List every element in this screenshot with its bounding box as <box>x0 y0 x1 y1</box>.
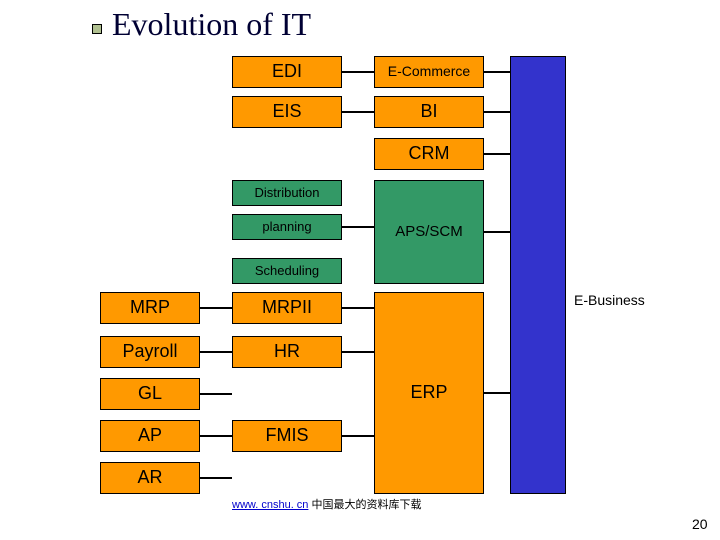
box-payroll: Payroll <box>100 336 200 368</box>
box-ar: AR <box>100 462 200 494</box>
box-planning: planning <box>232 214 342 240</box>
connector <box>342 435 374 437</box>
connector <box>200 477 232 479</box>
box-crm: CRM <box>374 138 484 170</box>
connector <box>342 226 374 228</box>
box-ap: AP <box>100 420 200 452</box>
connector <box>484 392 510 394</box>
page-number: 20 <box>692 516 708 532</box>
connector <box>484 111 510 113</box>
box-mrp: MRP <box>100 292 200 324</box>
connector <box>484 71 510 73</box>
connector <box>200 307 232 309</box>
connector <box>342 71 374 73</box>
box-mrpii: MRPII <box>232 292 342 324</box>
box-scheduling: Scheduling <box>232 258 342 284</box>
footer-link[interactable]: www. cnshu. cn <box>232 499 308 511</box>
connector <box>342 307 374 309</box>
connector <box>200 435 232 437</box>
box-fmis: FMIS <box>232 420 342 452</box>
connector <box>200 351 232 353</box>
page-title: Evolution of IT <box>112 6 311 43</box>
connector <box>342 111 374 113</box>
connector <box>200 393 232 395</box>
connector <box>484 153 510 155</box>
box-ecommerce: E-Commerce <box>374 56 484 88</box>
box-ebusiness-bar <box>510 56 566 494</box>
footer-credit: www. cnshu. cn 中国最大的资料库下载 <box>232 496 421 512</box>
connector <box>484 231 510 233</box>
box-edi: EDI <box>232 56 342 88</box>
box-gl: GL <box>100 378 200 410</box>
box-erp: ERP <box>374 292 484 494</box>
title-bullet <box>92 24 102 34</box>
footer-text: 中国最大的资料库下载 <box>308 499 421 511</box>
box-bi: BI <box>374 96 484 128</box>
connector <box>342 351 374 353</box>
box-apsscm: APS/SCM <box>374 180 484 284</box>
box-eis: EIS <box>232 96 342 128</box>
box-distribution: Distribution <box>232 180 342 206</box>
ebusiness-label: E-Business <box>574 292 645 308</box>
box-hr: HR <box>232 336 342 368</box>
